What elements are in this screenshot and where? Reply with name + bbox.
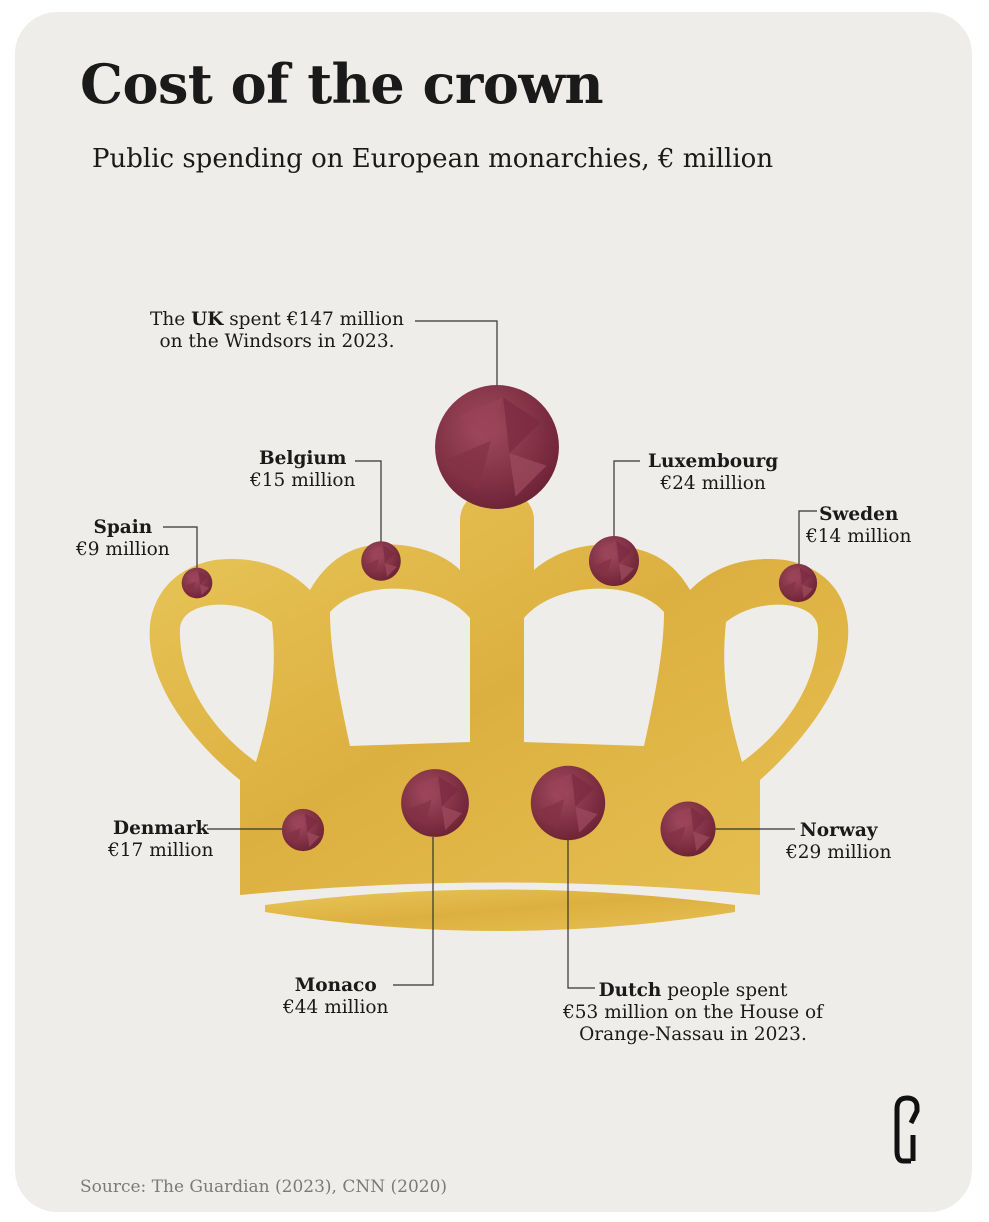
- label-uk: The UK spent €147 million on the Windsor…: [150, 309, 404, 352]
- leader-belgium: [355, 460, 382, 543]
- gems: [181, 385, 818, 857]
- gem-facet: [693, 831, 711, 852]
- label-norway: Norway €29 million: [786, 820, 892, 863]
- gem-facet: [571, 773, 595, 807]
- label-spain: Spain €9 million: [76, 517, 170, 560]
- label-luxembourg: Luxembourg €24 million: [648, 451, 779, 494]
- leader-dutch: [567, 840, 595, 989]
- gem-facet: [801, 584, 814, 599]
- label-belgium: Belgium €15 million: [250, 448, 356, 491]
- source-note: Source: The Guardian (2023), CNN (2020): [80, 1177, 448, 1197]
- gem-facet: [575, 806, 598, 833]
- gem-facet: [200, 584, 210, 596]
- label-denmark: Denmark €17 million: [108, 818, 214, 861]
- gem-facet: [198, 570, 208, 585]
- gem-facet: [509, 453, 547, 497]
- leader-sweden: [798, 510, 817, 565]
- gem-facet: [184, 581, 196, 594]
- gem-netherlands: [530, 765, 606, 841]
- chart-title: Cost of the crown: [80, 52, 604, 116]
- gem-sweden: [778, 563, 818, 603]
- gem-facet: [382, 545, 395, 563]
- chart-subtitle: Public spending on European monarchies, …: [92, 144, 774, 174]
- gem-facet: [290, 813, 306, 828]
- gem-facet: [305, 813, 318, 833]
- gem-facet: [616, 540, 632, 564]
- crown-hole: [330, 588, 470, 746]
- publisher-logo-icon: [894, 1095, 920, 1164]
- crown-hole: [179, 604, 274, 762]
- crown-base: [265, 889, 735, 931]
- gem-facet: [365, 559, 380, 575]
- gem-facet: [187, 570, 199, 582]
- gem-facet: [369, 545, 383, 560]
- gem-belgium: [361, 541, 401, 581]
- crown-hole: [524, 588, 664, 746]
- gem-facet: [503, 397, 541, 454]
- crown-hole: [724, 604, 819, 762]
- gem-facet: [671, 806, 691, 827]
- gem-monaco: [401, 769, 469, 837]
- gem-facet: [286, 827, 301, 845]
- gem-facet: [438, 775, 459, 807]
- gem-facet: [459, 397, 504, 441]
- gem-norway: [660, 801, 716, 857]
- gem-facet: [384, 562, 397, 577]
- gem-denmark: [281, 808, 325, 852]
- gem-facet: [538, 799, 565, 830]
- gem-uk: [435, 385, 559, 509]
- gem-facet: [307, 832, 320, 847]
- label-sweden: Sweden €14 million: [806, 504, 912, 547]
- gem-spain: [181, 567, 213, 599]
- leader-monaco: [393, 837, 434, 986]
- gem-facet: [414, 775, 439, 800]
- gem-luxembourg: [588, 535, 640, 587]
- gem-facet: [665, 826, 686, 849]
- gem-facet: [593, 558, 612, 579]
- gem-facet: [690, 806, 708, 832]
- label-netherlands: Dutch people spent €53 million on the Ho…: [563, 980, 823, 1045]
- gem-facet: [441, 806, 463, 831]
- leader-uk: [415, 320, 498, 386]
- gem-facet: [786, 567, 800, 582]
- gem-facet: [799, 567, 812, 585]
- label-monaco: Monaco €44 million: [283, 975, 389, 1018]
- crown: [149, 485, 849, 931]
- leader-luxembourg: [613, 460, 640, 540]
- leader-spain: [163, 526, 198, 569]
- gem-facet: [447, 440, 491, 491]
- leader-lines: [163, 320, 817, 989]
- gem-facet: [782, 581, 797, 597]
- gem-facet: [619, 563, 635, 582]
- gem-facet: [407, 799, 432, 827]
- gem-facet: [545, 773, 572, 800]
- gem-facet: [598, 540, 617, 559]
- crown-body: [149, 485, 849, 895]
